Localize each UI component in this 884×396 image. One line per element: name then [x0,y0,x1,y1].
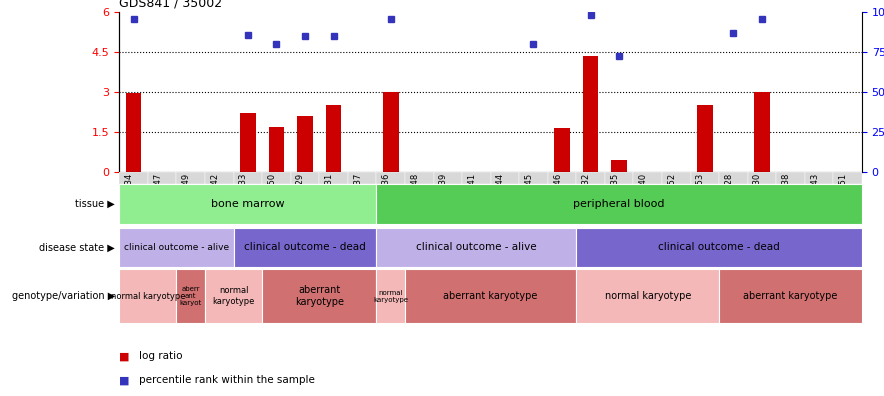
Bar [491,172,519,184]
Bar [126,93,141,172]
Bar [325,105,341,172]
Bar [205,269,263,323]
Bar [776,172,804,184]
Bar [605,172,634,184]
Bar [119,172,148,184]
Bar [263,172,291,184]
Bar [834,172,862,184]
Bar [405,172,433,184]
Text: GSM6235: GSM6235 [610,173,619,213]
Bar [554,128,570,172]
Bar [576,269,719,323]
Bar [634,172,662,184]
Bar [754,92,770,172]
Bar [690,172,719,184]
Text: GSM6238: GSM6238 [781,173,790,213]
Text: GSM6234: GSM6234 [125,173,133,213]
Text: GSM6253: GSM6253 [696,173,705,213]
Text: GSM6243: GSM6243 [810,173,819,213]
Text: GSM6244: GSM6244 [496,173,505,213]
Text: normal
karyotype: normal karyotype [373,289,408,303]
Bar [576,228,862,267]
Bar [297,116,313,172]
Bar [347,172,377,184]
Bar [377,269,405,323]
Bar [233,228,377,267]
Text: normal
karyotype: normal karyotype [212,286,255,306]
Bar [697,105,713,172]
Bar [205,172,233,184]
Text: disease state ▶: disease state ▶ [39,242,115,253]
Text: GSM6245: GSM6245 [524,173,533,213]
Text: aberrant karyotype: aberrant karyotype [743,291,838,301]
Text: normal karyotype: normal karyotype [605,291,691,301]
Text: GSM6231: GSM6231 [324,173,333,213]
Bar [612,160,627,172]
Bar [662,172,690,184]
Text: GSM6233: GSM6233 [239,173,248,213]
Text: aberr
ant
karyot: aberr ant karyot [179,286,202,306]
Bar [804,172,834,184]
Bar [383,92,399,172]
Bar [148,172,177,184]
Text: GSM6239: GSM6239 [438,173,448,213]
Text: GSM6241: GSM6241 [468,173,476,213]
Bar [433,172,462,184]
Bar [291,172,319,184]
Text: genotype/variation ▶: genotype/variation ▶ [11,291,115,301]
Text: GSM6246: GSM6246 [553,173,562,213]
Bar [177,269,205,323]
Bar [240,113,255,172]
Bar [119,184,377,224]
Text: GSM6248: GSM6248 [410,173,419,213]
Text: GSM6232: GSM6232 [582,173,591,213]
Text: GDS841 / 35002: GDS841 / 35002 [119,0,223,10]
Text: ■: ■ [119,375,130,385]
Bar [319,172,347,184]
Bar [719,269,862,323]
Text: normal karyotype: normal karyotype [110,291,185,301]
Text: percentile rank within the sample: percentile rank within the sample [139,375,315,385]
Bar [263,269,377,323]
Text: GSM6240: GSM6240 [639,173,648,213]
Bar [233,172,263,184]
Bar [583,56,598,172]
Text: aberrant karyotype: aberrant karyotype [444,291,537,301]
Text: tissue ▶: tissue ▶ [75,199,115,209]
Bar [119,228,233,267]
Bar [269,127,285,172]
Text: GSM6252: GSM6252 [667,173,676,213]
Text: GSM6229: GSM6229 [296,173,305,213]
Text: clinical outcome - alive: clinical outcome - alive [416,242,537,253]
Text: log ratio: log ratio [139,351,182,362]
Bar [748,172,776,184]
Text: GSM6249: GSM6249 [182,173,191,213]
Text: GSM6228: GSM6228 [724,173,734,213]
Text: GSM6236: GSM6236 [382,173,391,213]
Bar [377,184,862,224]
Text: GSM6237: GSM6237 [353,173,362,213]
Bar [177,172,205,184]
Text: GSM6230: GSM6230 [753,173,762,213]
Bar [377,228,576,267]
Bar [377,172,405,184]
Bar [462,172,491,184]
Text: GSM6251: GSM6251 [839,173,848,213]
Text: clinical outcome - dead: clinical outcome - dead [659,242,780,253]
Bar [519,172,548,184]
Bar [405,269,576,323]
Text: bone marrow: bone marrow [211,199,285,209]
Text: peripheral blood: peripheral blood [574,199,665,209]
Text: ■: ■ [119,351,130,362]
Bar [548,172,576,184]
Bar [719,172,748,184]
Text: aberrant
karyotype: aberrant karyotype [294,285,344,307]
Text: GSM6250: GSM6250 [268,173,277,213]
Text: GSM6242: GSM6242 [210,173,219,213]
Bar [576,172,605,184]
Text: clinical outcome - dead: clinical outcome - dead [244,242,366,253]
Text: clinical outcome - alive: clinical outcome - alive [124,243,229,252]
Text: GSM6247: GSM6247 [153,173,162,213]
Bar [119,269,177,323]
